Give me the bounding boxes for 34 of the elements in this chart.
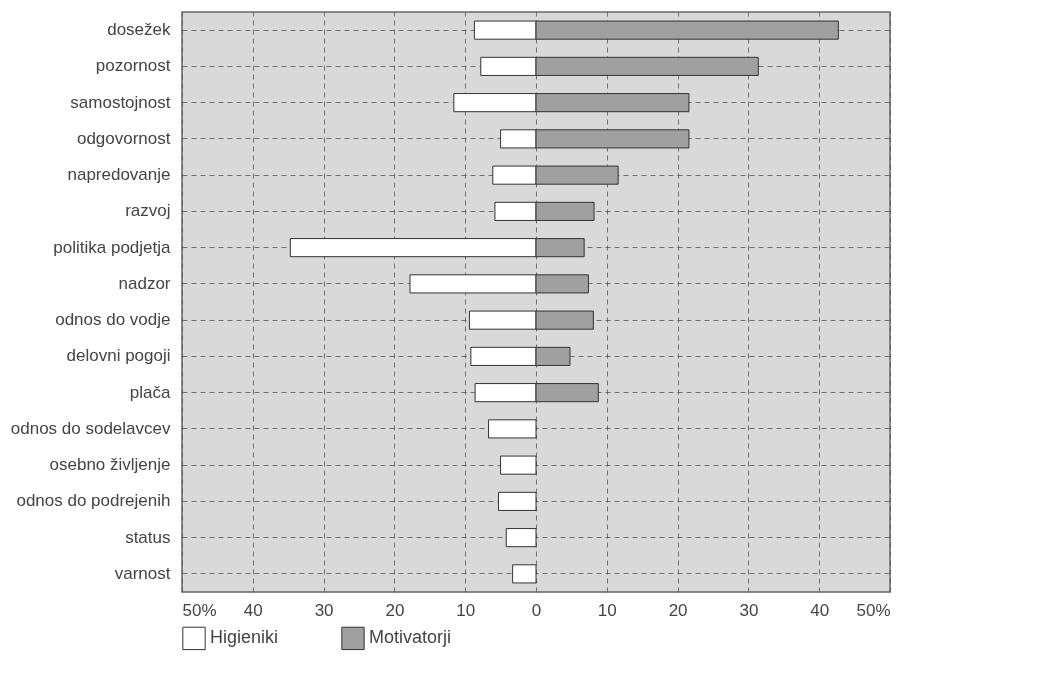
y-tick-label: dosežek: [107, 20, 171, 40]
y-tick-label: politika podjetja: [53, 237, 172, 257]
y-tick-label: odnos do vodje: [55, 310, 171, 330]
y-tick-label: razvoj: [125, 201, 171, 221]
y-tick-label: odnos do podrejenih: [16, 491, 171, 511]
y-tick-label: nadzor: [118, 273, 171, 293]
x-tick-label: 20: [385, 600, 405, 620]
bar: [488, 419, 537, 439]
x-tick-label: 10: [597, 600, 617, 620]
y-tick-label: odnos do sodelavcev: [10, 418, 171, 438]
x-tick-label: 40: [243, 600, 263, 620]
x-tick-label: 30: [314, 600, 334, 620]
x-tick-label: 50%: [182, 600, 217, 620]
y-tick-label: plača: [129, 382, 172, 402]
bar: [500, 455, 537, 475]
y-tick-label: varnost: [114, 563, 171, 583]
x-tick-label: 0: [531, 600, 542, 620]
x-tick-label: 50%: [856, 600, 891, 620]
y-tick-label: odgovornost: [76, 128, 171, 148]
legend-label: Higieniki: [210, 627, 279, 648]
x-tick-label: 40: [810, 600, 830, 620]
y-tick-label: pozornost: [95, 56, 171, 76]
y-tick-label: samostojnost: [70, 92, 171, 112]
x-tick-label: 30: [739, 600, 759, 620]
x-tick-label: 10: [456, 600, 476, 620]
y-tick-label: osebno življenje: [49, 455, 171, 475]
y-tick-label: napredovanje: [67, 165, 171, 185]
y-tick-label: delovni pogoji: [66, 346, 171, 366]
y-tick-label: status: [125, 527, 171, 547]
bar: [497, 491, 537, 511]
bar: [512, 564, 537, 584]
bar: [505, 528, 537, 548]
legend-label: Motivatorji: [369, 627, 452, 648]
x-tick-label: 20: [668, 600, 688, 620]
